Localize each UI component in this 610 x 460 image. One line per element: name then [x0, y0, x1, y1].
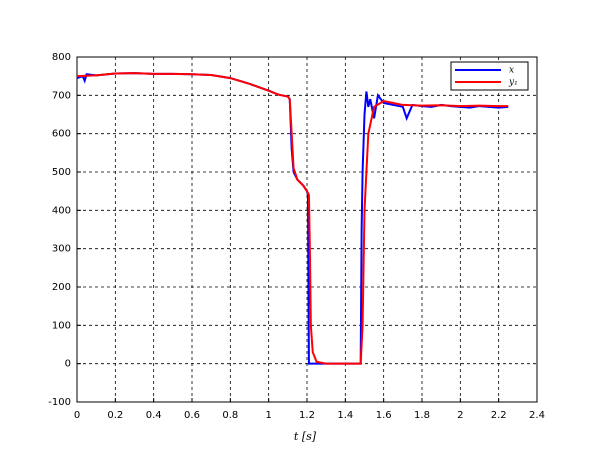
x-tick-label: 1.2 [299, 410, 315, 421]
x-tick-label: 2 [457, 410, 463, 421]
x-tick-label: 0.8 [222, 410, 238, 421]
y-tick-label: 500 [52, 167, 71, 178]
x-tick-label: 0.6 [184, 410, 200, 421]
x-axis-label: t [s] [294, 430, 317, 443]
y-tick-label: 600 [52, 129, 71, 140]
y-tick-label: 100 [52, 320, 71, 331]
y-tick-label: 0 [65, 359, 71, 370]
y-tick-label: 800 [52, 52, 71, 63]
x-tick-label: 1.6 [376, 410, 392, 421]
x-tick-label: 2.2 [491, 410, 507, 421]
x-tick-label: 0 [74, 410, 80, 421]
data-line [76, 72, 509, 365]
y-tick-label: 200 [52, 282, 71, 293]
legend-label: x [509, 66, 514, 76]
legend-box [450, 61, 529, 91]
x-tick-label: 0.4 [146, 410, 162, 421]
x-tick-label: 2.4 [529, 410, 545, 421]
y-tick-label: 400 [52, 205, 71, 216]
x-tick-label: 0.2 [107, 410, 123, 421]
data-line [76, 72, 509, 365]
y-tick-label: 300 [52, 244, 71, 255]
x-tick-label: 1.8 [414, 410, 430, 421]
y-tick-label: -100 [48, 397, 71, 408]
y-tick-label: 700 [52, 90, 71, 101]
plot-frame [76, 56, 538, 403]
legend-label: y₁ [508, 78, 518, 88]
x-tick-label: 1.4 [337, 410, 353, 421]
x-tick-label: 1 [265, 410, 271, 421]
